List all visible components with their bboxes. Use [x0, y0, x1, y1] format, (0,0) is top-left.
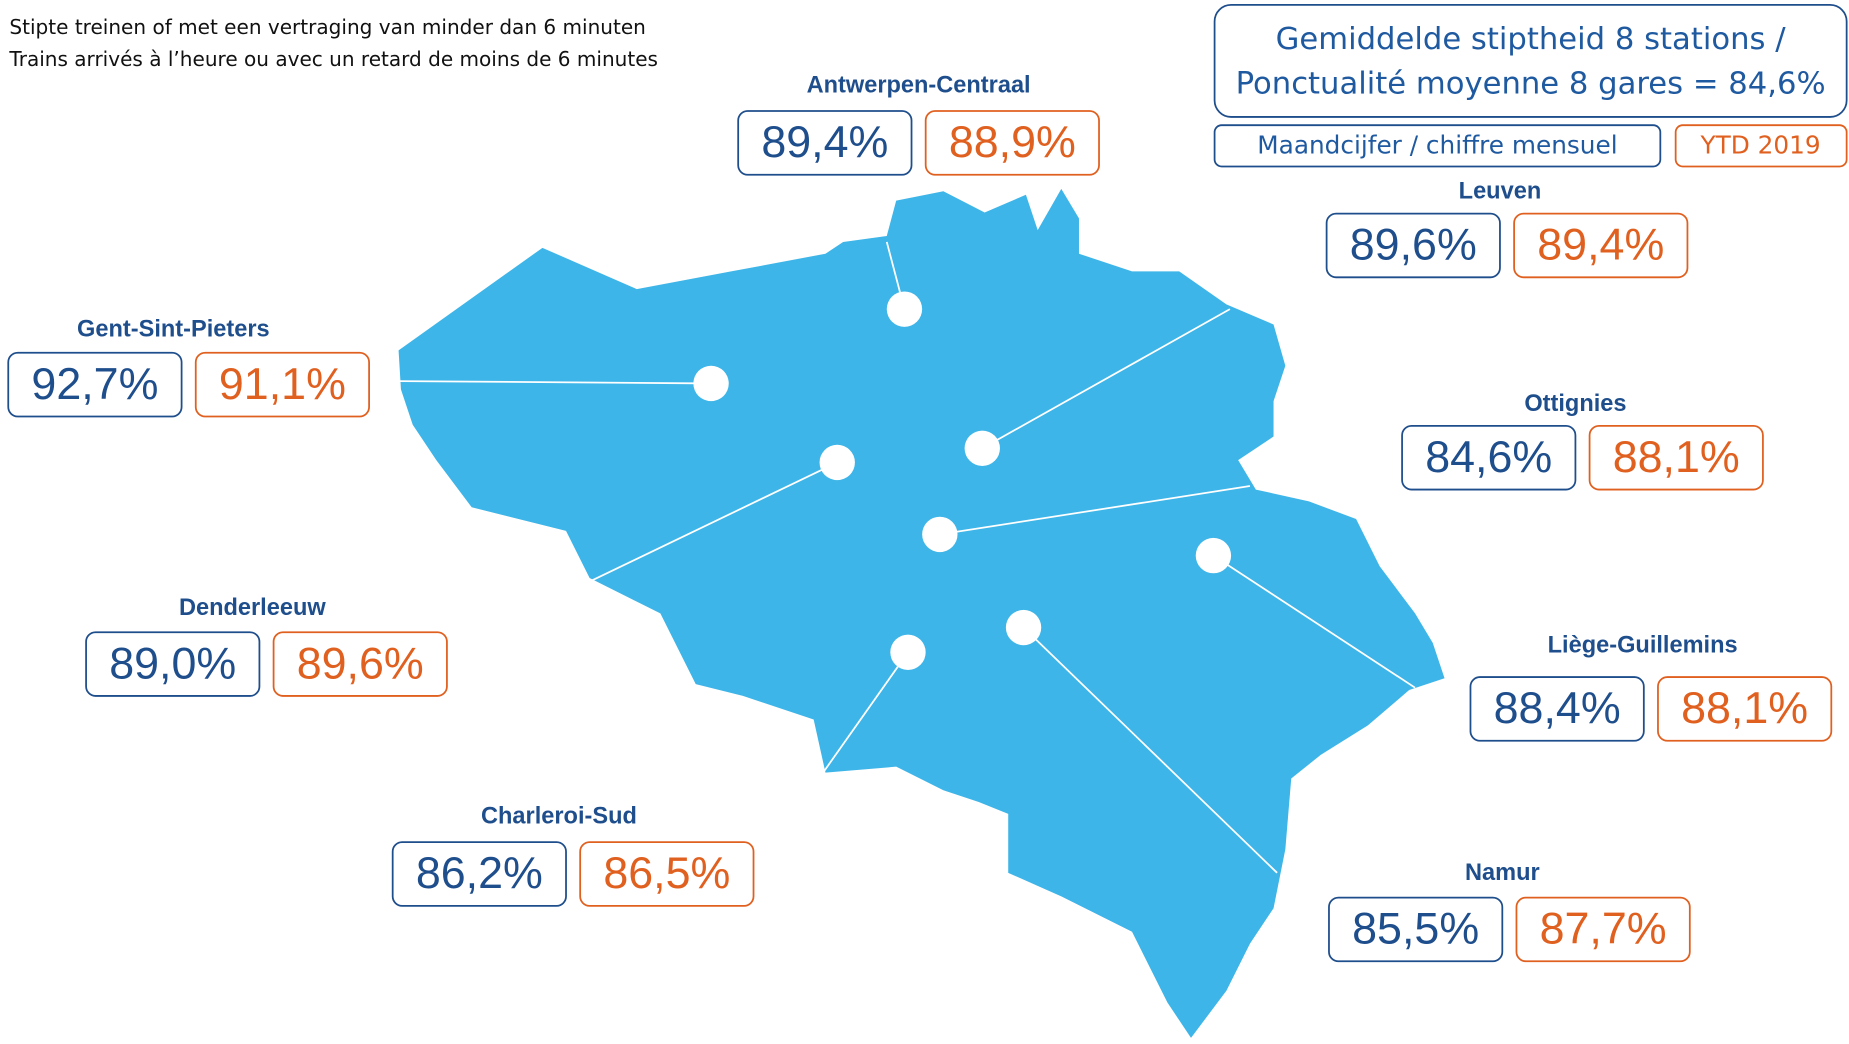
connector-line — [981, 308, 1231, 450]
monthly-box — [7, 351, 183, 418]
station-name: Denderleeuw — [179, 594, 326, 620]
legend-monthly: Maandcijfer / chiffre mensuel — [1257, 130, 1617, 159]
station-name: Namur — [1465, 859, 1540, 885]
station-dot — [1005, 609, 1042, 646]
ytd-value: 87,7% — [1540, 904, 1667, 954]
monthly-value: 92,7% — [31, 359, 158, 409]
monthly-value: 84,6% — [1425, 432, 1552, 482]
station-name: Charleroi-Sud — [481, 803, 637, 829]
station-dot — [819, 444, 855, 481]
average-box — [1213, 4, 1848, 118]
ytd-value: 91,1% — [219, 359, 346, 409]
connector-line — [939, 485, 1251, 536]
monthly-box — [85, 631, 261, 697]
monthly-value: 89,6% — [1350, 220, 1477, 270]
legend-ytd-box — [1674, 124, 1848, 168]
station-dot — [693, 365, 729, 402]
ytd-box — [194, 351, 370, 418]
connector-line — [589, 461, 838, 583]
header-line: Trains arrivés à l’heure ou avec un reta… — [8, 47, 658, 71]
connector-line — [1212, 554, 1416, 689]
ytd-value: 89,6% — [297, 638, 424, 688]
connector-line — [1022, 626, 1278, 874]
monthly-box — [391, 841, 567, 907]
ytd-box — [1657, 676, 1833, 742]
ytd-value: 88,9% — [949, 117, 1076, 167]
ytd-value: 86,5% — [603, 848, 730, 898]
header-line: Stipte treinen of met een vertraging van… — [9, 15, 645, 39]
station-name: Liège-Guillemins — [1548, 632, 1738, 658]
station-name: Antwerpen-Centraal — [807, 72, 1031, 98]
monthly-box — [1401, 425, 1577, 491]
ytd-box — [924, 110, 1100, 176]
monthly-box — [1325, 212, 1501, 279]
station-dot — [964, 430, 1000, 466]
monthly-box — [1469, 676, 1645, 742]
average-text: Ponctualité moyenne 8 gares = 84,6% — [1236, 67, 1826, 102]
monthly-box — [1328, 896, 1504, 963]
station-dot — [886, 291, 923, 327]
ytd-value: 88,1% — [1681, 683, 1808, 733]
belgium-map — [398, 188, 1445, 1038]
station-dot — [890, 634, 926, 670]
monthly-value: 86,2% — [416, 848, 543, 898]
monthly-value: 89,4% — [761, 117, 888, 167]
station-dot — [922, 516, 958, 553]
monthly-box — [737, 110, 913, 176]
station-dot — [1195, 537, 1232, 574]
station-name: Ottignies — [1524, 390, 1626, 416]
ytd-box — [1588, 425, 1764, 491]
connector-line — [398, 380, 712, 385]
connector-line — [822, 651, 909, 774]
ytd-box — [1515, 896, 1691, 963]
ytd-value: 89,4% — [1537, 220, 1664, 270]
ytd-box — [579, 841, 755, 907]
monthly-value: 85,5% — [1352, 904, 1479, 954]
legend-monthly-box — [1213, 124, 1662, 168]
monthly-value: 88,4% — [1494, 683, 1621, 733]
legend-ytd: YTD 2019 — [1699, 130, 1820, 159]
station-name: Leuven — [1459, 178, 1542, 204]
ytd-box — [272, 631, 448, 697]
monthly-value: 89,0% — [109, 638, 236, 688]
ytd-value: 88,1% — [1613, 432, 1740, 482]
ytd-box — [1513, 212, 1689, 279]
station-name: Gent-Sint-Pieters — [77, 316, 270, 342]
average-text: Gemiddelde stiptheid 8 stations / — [1276, 22, 1787, 57]
